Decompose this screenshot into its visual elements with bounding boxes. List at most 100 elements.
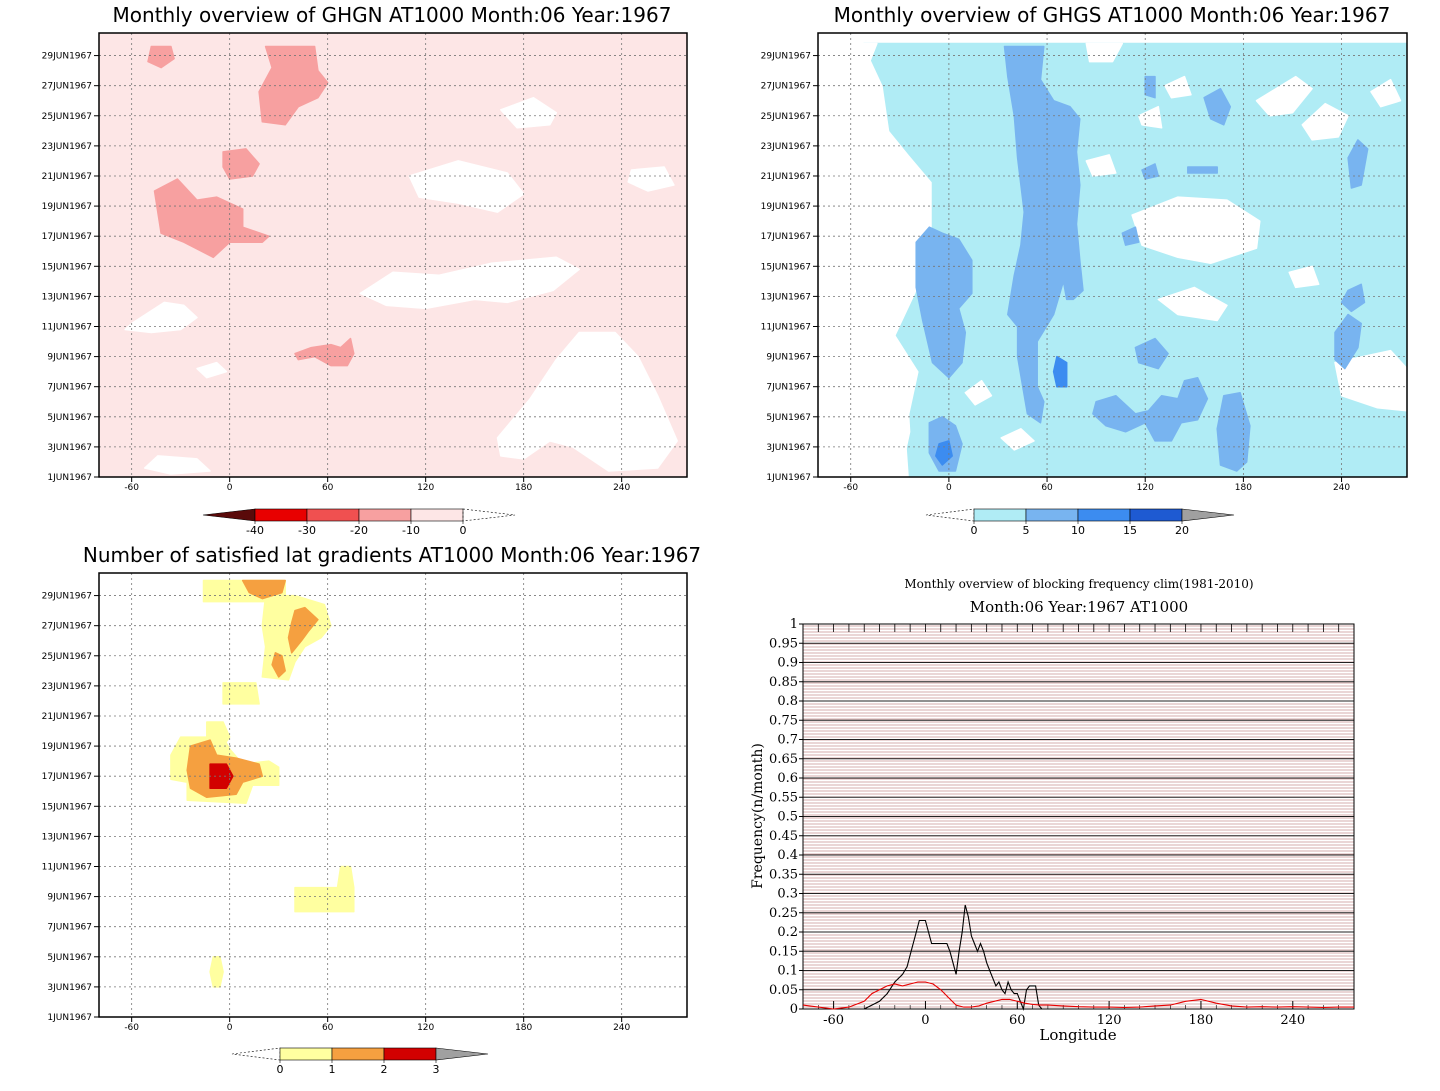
contour-region bbox=[222, 682, 260, 705]
y-tick-label: 5JUN1967 bbox=[766, 413, 811, 423]
panel-ghgs-title: Monthly overview of GHGS AT1000 Month:06… bbox=[834, 3, 1391, 27]
x-tick-label: 0 bbox=[946, 483, 952, 493]
panel-ghgn-colorbar: -40 -30 -20 -10 0 bbox=[202, 508, 516, 537]
colorbar-segment bbox=[331, 1047, 385, 1061]
y-tick-label: 3JUN1967 bbox=[47, 443, 92, 453]
y-tick-label: 15JUN1967 bbox=[761, 262, 811, 272]
colorbar-label: -30 bbox=[298, 524, 316, 537]
contour-region bbox=[153, 178, 270, 259]
contour-region bbox=[143, 455, 211, 475]
x-tick-label: 240 bbox=[613, 1023, 630, 1033]
colorbar-label: 0 bbox=[277, 1063, 284, 1076]
contour-region bbox=[1003, 45, 1084, 424]
colorbar-label: 2 bbox=[381, 1063, 388, 1076]
colorbar-label: 1 bbox=[329, 1063, 336, 1076]
contour-region bbox=[1157, 286, 1228, 322]
contour-region bbox=[1092, 376, 1209, 442]
contour-region bbox=[271, 652, 286, 678]
x-tick-label: 240 bbox=[613, 483, 630, 493]
y-tick-label: 7JUN1967 bbox=[47, 383, 92, 393]
colorbar-segment bbox=[410, 508, 464, 522]
plot-frame bbox=[817, 32, 1408, 478]
contour-region bbox=[1187, 166, 1218, 174]
colorbar-label: -10 bbox=[402, 524, 420, 537]
y-tick-label: 0.9 bbox=[777, 656, 798, 671]
y-tick-label: 21JUN1967 bbox=[761, 172, 811, 182]
x-tick-label: 60 bbox=[322, 1023, 334, 1033]
colorbar-label: 5 bbox=[1023, 524, 1030, 537]
y-tick-label: 13JUN1967 bbox=[42, 832, 92, 842]
x-tick-label: 180 bbox=[1235, 483, 1252, 493]
y-tick-label: 0.55 bbox=[769, 790, 798, 805]
y-tick-label: 0 bbox=[790, 1002, 798, 1017]
y-tick-label: 5JUN1967 bbox=[47, 413, 92, 423]
contour-region bbox=[1052, 355, 1068, 388]
panel-ghgn: Monthly overview of GHGN AT1000 Month:06… bbox=[42, 3, 688, 537]
y-tick-label: 11JUN1967 bbox=[42, 862, 92, 872]
y-tick-label: 0.65 bbox=[769, 752, 798, 767]
panel-ghgn-regions bbox=[99, 33, 687, 477]
y-tick-label: 21JUN1967 bbox=[42, 712, 92, 722]
contour-region bbox=[1301, 102, 1349, 141]
contour-region bbox=[1255, 75, 1313, 117]
y-tick-label: 7JUN1967 bbox=[766, 383, 811, 393]
contour-region bbox=[124, 301, 198, 334]
x-tick-label: 60 bbox=[322, 483, 334, 493]
colorbar-segment bbox=[1025, 508, 1079, 522]
colorbar-segment bbox=[1077, 508, 1131, 522]
panel-blocking-ylabel: Frequency(n/month) bbox=[750, 743, 766, 889]
y-tick-label: 27JUN1967 bbox=[42, 82, 92, 92]
panel-ghgs-axes: -60 0 60 120 180 240 1JUN1967 3JUN1967 5JUN1967 7… bbox=[761, 32, 1408, 493]
y-tick-label: 0.1 bbox=[777, 964, 798, 979]
y-tick-label: 0.5 bbox=[777, 810, 798, 825]
contour-region bbox=[818, 42, 911, 477]
y-tick-label: 0.05 bbox=[769, 983, 798, 998]
y-tick-label: 13JUN1967 bbox=[761, 292, 811, 302]
colorbar-segment bbox=[358, 508, 412, 522]
panel-lat-gradients-axes: -60 0 60 120 180 240 1JUN1967 3JUN1967 5JUN1967 7… bbox=[42, 572, 688, 1033]
x-tick-label: 120 bbox=[1137, 483, 1154, 493]
x-tick-label: 120 bbox=[417, 1023, 434, 1033]
colorbar-triangle bbox=[202, 508, 256, 522]
contour-layer bbox=[124, 45, 678, 475]
panel-blocking-xlabel: Longitude bbox=[1039, 1026, 1116, 1044]
x-tick-label: -60 bbox=[843, 483, 858, 493]
y-tick-label: 11JUN1967 bbox=[761, 322, 811, 332]
y-tick-label: 3JUN1967 bbox=[47, 983, 92, 993]
y-tick-label: 25JUN1967 bbox=[42, 652, 92, 662]
y-tick-label: 1JUN1967 bbox=[47, 1013, 92, 1023]
y-tick-label: 23JUN1967 bbox=[42, 682, 92, 692]
y-tick-label: 5JUN1967 bbox=[47, 953, 92, 963]
contour-region bbox=[1334, 349, 1407, 412]
panel-lat-gradients-regions bbox=[99, 573, 687, 1017]
colorbar-segment bbox=[279, 1047, 333, 1061]
y-tick-label: 29JUN1967 bbox=[761, 52, 811, 62]
x-tick-label: 240 bbox=[1333, 483, 1350, 493]
y-tick-label: 9JUN1967 bbox=[47, 893, 92, 903]
colorbar-label: 15 bbox=[1123, 524, 1137, 537]
y-tick-label: 0.3 bbox=[777, 887, 798, 902]
contour-region bbox=[1164, 75, 1192, 99]
y-tick-label: 0.45 bbox=[769, 829, 798, 844]
contour-region bbox=[627, 166, 675, 192]
y-tick-label: 25JUN1967 bbox=[761, 112, 811, 122]
panel-blocking-subtitle: Month:06 Year:1967 AT1000 bbox=[970, 598, 1188, 616]
panel-ghgs: Monthly overview of GHGS AT1000 Month:06… bbox=[761, 3, 1408, 537]
y-tick-label: 23JUN1967 bbox=[761, 142, 811, 152]
contour-region bbox=[496, 331, 678, 472]
colorbar-label: 3 bbox=[433, 1063, 440, 1076]
x-tick-label: 0 bbox=[227, 483, 233, 493]
y-tick-label: 0.75 bbox=[769, 713, 798, 728]
contour-region bbox=[1134, 337, 1169, 370]
colorbar-segment bbox=[383, 1047, 437, 1061]
x-tick-label: 60 bbox=[1041, 483, 1053, 493]
y-tick-label: 9JUN1967 bbox=[766, 353, 811, 363]
colorbar-label: 0 bbox=[460, 524, 467, 537]
y-tick-label: 19JUN1967 bbox=[42, 202, 92, 212]
y-tick-label: 0.6 bbox=[777, 771, 798, 786]
x-tick-label: 120 bbox=[417, 483, 434, 493]
x-tick-label: 120 bbox=[1097, 1013, 1122, 1028]
y-tick-label: 27JUN1967 bbox=[42, 622, 92, 632]
colorbar-triangle bbox=[231, 1047, 281, 1061]
